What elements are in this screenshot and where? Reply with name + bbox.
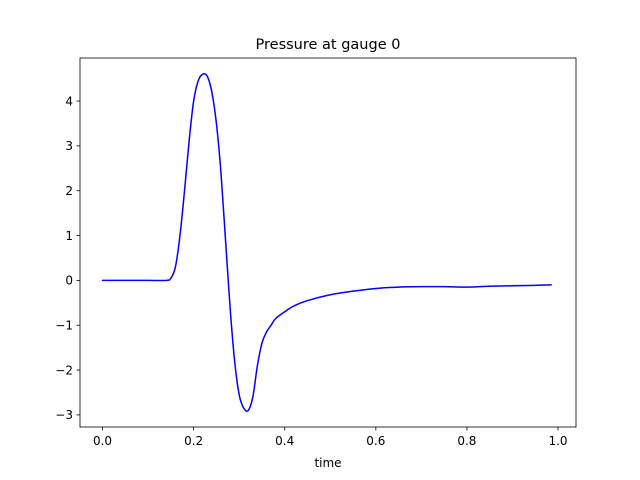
series-layer (101, 72, 552, 412)
x-tick-label: 1.0 (548, 434, 567, 448)
x-tick-label: 0.6 (366, 434, 385, 448)
x-tick-label: 0.8 (457, 434, 476, 448)
plot-background (80, 58, 576, 427)
y-tick-label: −1 (55, 319, 73, 333)
x-tick-label: 0.4 (275, 434, 294, 448)
plot-area (79, 57, 577, 428)
y-tick-label: 1 (65, 229, 73, 243)
y-axis: −3 −2 −1 0 1 2 3 4 (55, 94, 80, 422)
y-tick-label: 3 (65, 139, 73, 153)
y-tick-label: 0 (65, 274, 73, 288)
series-line-0 (101, 72, 552, 412)
chart-title: Pressure at gauge 0 (256, 37, 401, 53)
x-axis-label: time (314, 456, 341, 470)
x-tick-label: 0.2 (184, 434, 203, 448)
y-tick-label: 2 (65, 184, 73, 198)
y-tick-label: −2 (55, 363, 73, 377)
y-tick-label: −3 (55, 408, 73, 422)
y-tick-label: 4 (65, 94, 73, 108)
x-axis: 0.0 0.2 0.4 0.6 0.8 1.0 (93, 427, 568, 448)
x-tick-label: 0.0 (93, 434, 112, 448)
plot-frame (79, 57, 577, 428)
